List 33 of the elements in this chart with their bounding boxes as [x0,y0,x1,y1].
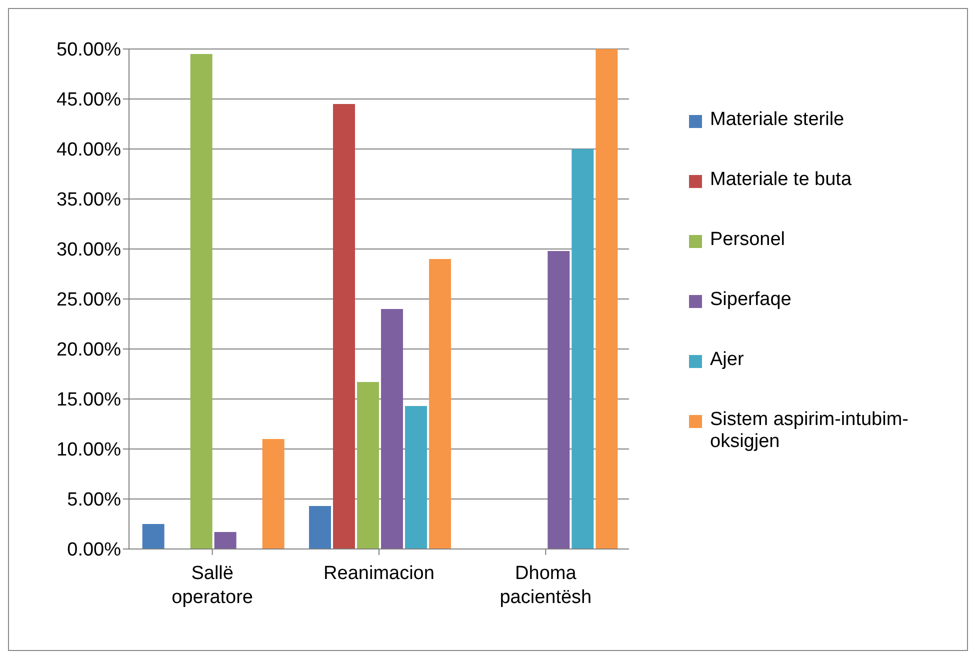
legend-label: Sistem aspirim-intubim-oksigjen [710,409,910,453]
bar [333,104,355,549]
y-tick-label: 40.00% [56,140,122,161]
x-tick-label: Dhoma pacientësh [500,563,592,608]
y-tick-label: 10.00% [56,440,122,461]
legend-label: Personel [710,229,786,251]
y-tick-label: 15.00% [56,390,122,411]
y-tick-label: 25.00% [56,290,122,311]
bar [262,439,284,549]
y-tick-label: 30.00% [56,240,122,261]
bar [214,532,236,549]
bar [572,149,594,549]
bar [596,49,618,549]
legend-label: Siperfaqe [710,289,792,311]
y-tick-label: 35.00% [56,190,122,211]
y-tick-label: 5.00% [67,490,122,511]
legend-label: Ajer [710,349,745,371]
bar [142,524,164,549]
y-tick-label: 45.00% [56,90,122,111]
legend-label: Materiale sterile [710,109,846,131]
bar [357,382,379,549]
y-tick-label: 0.00% [67,540,122,561]
bar [548,251,570,549]
x-tick-label: Sallë operatore [172,563,254,608]
bar [309,506,331,549]
bar [405,406,427,549]
bar [190,54,212,549]
y-tick-label: 20.00% [56,340,122,361]
y-tick-label: 50.00% [56,40,122,61]
x-tick-label: Reanimacion [324,563,434,584]
bar [429,259,451,549]
legend-label: Materiale te buta [710,169,853,191]
bar [381,309,403,549]
